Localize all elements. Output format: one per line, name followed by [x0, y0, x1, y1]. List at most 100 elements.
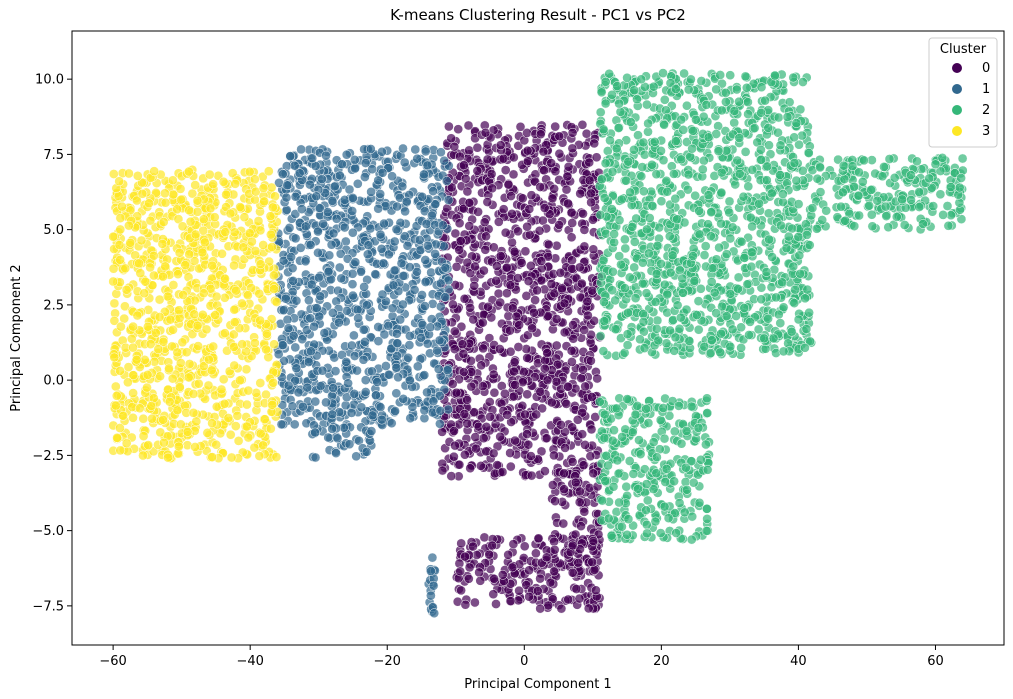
data-point	[464, 562, 475, 573]
data-point	[361, 447, 372, 457]
data-point	[694, 229, 705, 240]
data-point	[514, 585, 524, 596]
data-point	[356, 266, 366, 277]
data-point	[793, 232, 804, 242]
data-point	[399, 157, 410, 168]
data-point	[701, 100, 712, 110]
data-point	[541, 552, 552, 563]
data-point	[665, 267, 676, 278]
data-point	[347, 279, 358, 290]
data-point	[481, 231, 491, 242]
data-point	[315, 381, 326, 391]
data-point	[465, 302, 475, 313]
data-point	[642, 224, 652, 235]
data-point	[647, 200, 658, 211]
data-point	[575, 486, 585, 497]
data-point	[742, 279, 753, 290]
data-point	[942, 201, 953, 211]
data-point	[567, 143, 578, 154]
data-point	[685, 151, 695, 162]
data-point	[634, 435, 644, 445]
data-point	[652, 240, 663, 251]
data-point	[460, 551, 470, 562]
data-point	[417, 290, 427, 300]
data-point	[542, 375, 553, 386]
data-point	[289, 160, 300, 171]
data-point	[622, 340, 633, 350]
data-point	[866, 185, 876, 195]
data-point	[324, 250, 335, 261]
data-point	[520, 246, 531, 257]
data-point	[505, 346, 516, 357]
data-point	[148, 250, 159, 261]
data-point	[624, 456, 635, 466]
data-point	[753, 324, 764, 335]
data-point	[567, 457, 578, 467]
data-point	[768, 333, 779, 344]
data-point	[541, 433, 552, 444]
data-point	[470, 597, 480, 608]
data-point	[145, 215, 156, 226]
data-point	[804, 240, 815, 250]
data-point	[612, 81, 623, 91]
data-point	[444, 121, 454, 132]
data-point	[521, 291, 532, 301]
data-point	[686, 74, 696, 85]
data-point	[488, 589, 499, 600]
data-point	[694, 497, 705, 508]
data-point	[221, 189, 231, 200]
data-point	[454, 218, 465, 229]
data-point	[670, 84, 681, 94]
data-point	[373, 336, 384, 346]
data-point	[263, 166, 274, 177]
data-point	[770, 70, 780, 81]
data-point	[286, 252, 296, 262]
data-point	[383, 369, 394, 380]
data-point	[287, 263, 298, 274]
data-point	[642, 495, 653, 506]
data-point	[522, 353, 533, 363]
data-point	[198, 214, 209, 225]
data-point	[510, 380, 520, 390]
data-point	[313, 247, 323, 258]
data-point	[610, 295, 621, 306]
data-point	[743, 97, 753, 107]
data-point	[650, 516, 661, 527]
data-point	[392, 338, 403, 349]
data-point	[716, 187, 727, 198]
data-point	[147, 413, 157, 424]
data-point	[451, 261, 462, 272]
data-point	[302, 382, 313, 393]
data-point	[681, 304, 692, 315]
data-point	[696, 76, 707, 86]
data-point	[690, 190, 701, 201]
data-point	[622, 72, 632, 83]
data-point	[725, 341, 736, 352]
data-point	[391, 328, 402, 339]
data-point	[789, 158, 800, 168]
data-point	[730, 179, 741, 190]
data-point	[531, 548, 541, 559]
data-point	[495, 140, 506, 151]
data-point	[795, 104, 806, 115]
data-point	[390, 406, 400, 416]
data-point	[539, 363, 550, 374]
data-point	[334, 170, 345, 181]
data-point	[517, 193, 528, 204]
data-point	[686, 534, 697, 545]
data-point	[867, 221, 878, 232]
data-point	[436, 147, 446, 158]
data-point	[480, 127, 491, 138]
data-point	[676, 154, 687, 165]
data-point	[610, 324, 621, 335]
data-point	[656, 196, 667, 207]
data-point	[430, 249, 440, 259]
data-point	[764, 140, 774, 151]
data-point	[305, 240, 316, 250]
data-point	[659, 501, 670, 512]
data-point	[290, 233, 301, 244]
data-point	[398, 271, 409, 281]
data-point	[462, 418, 473, 429]
data-point	[363, 240, 374, 251]
